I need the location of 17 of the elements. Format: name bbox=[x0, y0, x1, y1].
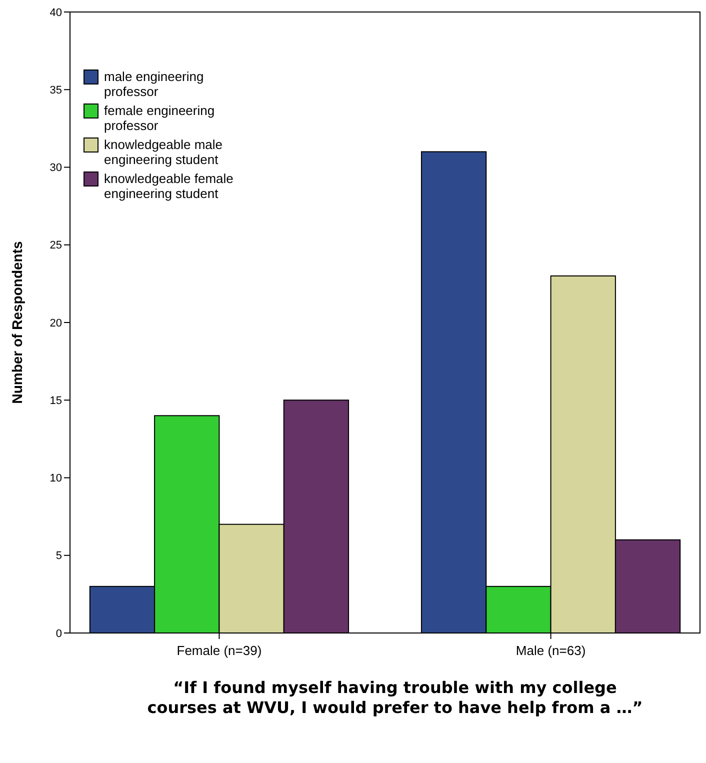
y-tick-label: 5 bbox=[56, 550, 62, 562]
text: “If I found myself having trouble with my college courses at WVU, I would prefer to have help from a …” bbox=[147, 678, 643, 717]
y-axis-title: Number of Respondents bbox=[9, 241, 25, 404]
y-tick-label: 40 bbox=[50, 6, 62, 19]
y-tick-label: 25 bbox=[50, 240, 62, 252]
legend-label: knowledgeable female engineering student bbox=[104, 171, 234, 201]
y-tick-label: 30 bbox=[50, 162, 62, 174]
legend-label: female engineering professor bbox=[104, 103, 215, 133]
legend-label: knowledgeable male engineering student bbox=[104, 137, 223, 167]
y-tick-label: 10 bbox=[50, 472, 62, 485]
x-tick-label: Male (n=63) bbox=[516, 643, 586, 658]
y-tick-label: 15 bbox=[50, 394, 62, 407]
y-tick-label: 0 bbox=[56, 628, 62, 640]
y-tick-label: 20 bbox=[50, 317, 62, 330]
legend-label: male engineering professor bbox=[104, 69, 204, 99]
y-tick-label: 35 bbox=[50, 84, 62, 96]
x-tick-label: Female (n=39) bbox=[176, 643, 262, 658]
